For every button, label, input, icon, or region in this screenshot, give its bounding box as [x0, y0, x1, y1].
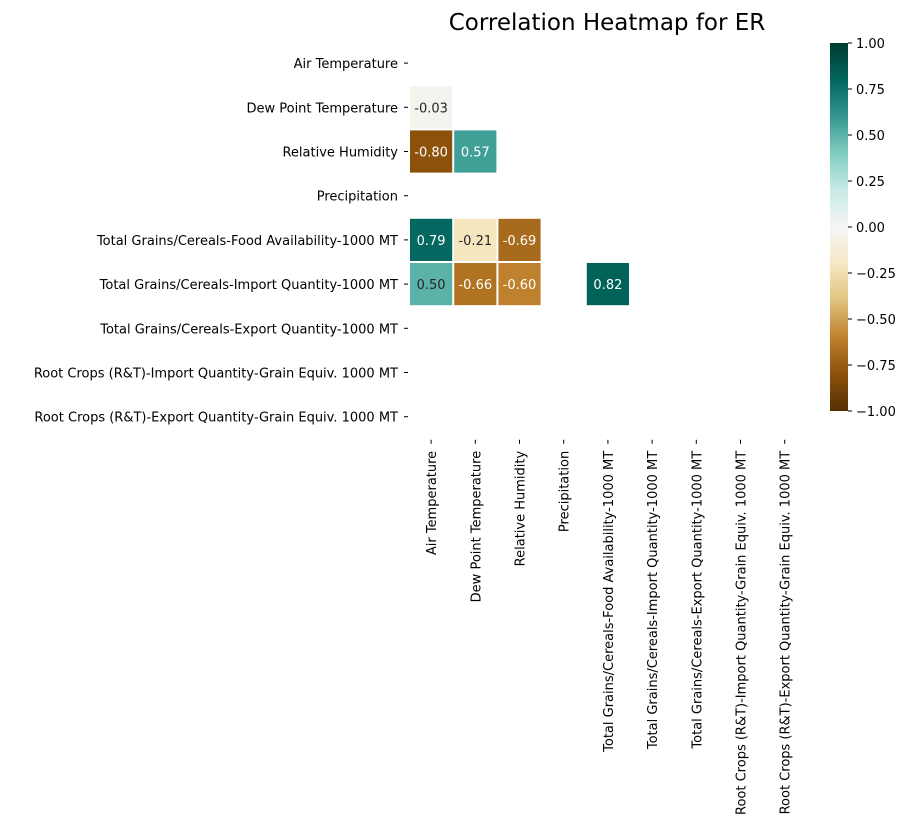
heatmap-cell [454, 263, 497, 306]
x-tick-label: Total Grains/Cereals-Import Quantity-100… [646, 451, 661, 750]
heatmap-cell [586, 263, 629, 306]
x-tick-label: Dew Point Temperature [469, 451, 484, 603]
x-tick-label: Relative Humidity [514, 451, 529, 567]
heatmap-cell [454, 130, 497, 173]
y-axis-tick-labels: Air Temperature Dew Point Temperature Rela… [34, 57, 408, 426]
heatmap-cell [410, 86, 453, 129]
x-tick-label: Root Crops (R&T)-Import Quantity-Grain E… [735, 451, 750, 815]
colorbar-tick-label: −1.00 [856, 405, 896, 420]
y-tick-label: Relative Humidity [282, 146, 398, 161]
heatmap-cell-label: -0.69 [503, 234, 537, 249]
y-tick-label: Dew Point Temperature [246, 101, 398, 116]
x-tick-label: Root Crops (R&T)-Export Quantity-Grain E… [779, 451, 794, 815]
heatmap-cell-label: -0.66 [458, 278, 492, 293]
y-tick-label: Total Grains/Cereals-Food Availability-1… [96, 234, 398, 249]
y-tick-label: Air Temperature [294, 57, 398, 72]
x-axis-tick-labels: Air Temperature Dew Point Temperature Rela… [425, 439, 794, 815]
y-tick-label: Root Crops (R&T)-Export Quantity-Grain E… [34, 411, 398, 426]
heatmap-cell [410, 218, 453, 261]
x-tick-label: Precipitation [558, 451, 573, 532]
colorbar-tick-label: 0.00 [856, 221, 885, 236]
chart-title: Correlation Heatmap for ER [449, 10, 766, 36]
heatmap-cell-label: 0.82 [593, 278, 622, 293]
heatmap-cell-label: -0.80 [414, 146, 448, 161]
heatmap-cell-label: -0.60 [503, 278, 537, 293]
y-tick-label: Total Grains/Cereals-Import Quantity-100… [99, 278, 398, 293]
colorbar-gradient [830, 43, 848, 411]
heatmap-cell-label: -0.03 [414, 101, 448, 116]
x-tick-label: Air Temperature [425, 451, 440, 555]
colorbar-tick-label: 1.00 [856, 37, 885, 52]
colorbar: 1.00 0.75 0.50 0.25 0.00 −0.25 −0.50 −0.75 −1.00 [830, 37, 896, 420]
heatmap-cell-label: -0.21 [458, 234, 492, 249]
y-tick-label: Precipitation [317, 190, 398, 205]
colorbar-tick-label: 0.50 [856, 129, 885, 144]
heatmap-cell [410, 130, 453, 173]
colorbar-tick-label: 0.25 [856, 175, 885, 190]
heatmap-cell-label: 0.50 [417, 278, 446, 293]
x-tick-label: Total Grains/Cereals-Export Quantity-100… [690, 451, 705, 750]
heatmap-cell [454, 218, 497, 261]
heatmap-cell-label: 0.57 [461, 146, 490, 161]
colorbar-tick-label: −0.50 [856, 313, 896, 328]
y-tick-label: Total Grains/Cereals-Export Quantity-100… [99, 322, 398, 337]
colorbar-tick-label: −0.25 [856, 267, 896, 282]
y-tick-label: Root Crops (R&T)-Import Quantity-Grain E… [34, 367, 398, 382]
colorbar-tick-label: −0.75 [856, 359, 896, 374]
x-tick-label: Total Grains/Cereals-Food Availability-1… [602, 451, 617, 753]
heatmap-cell [498, 218, 541, 261]
heatmap-cell-label: 0.79 [417, 234, 446, 249]
colorbar-tick-label: 0.75 [856, 83, 885, 98]
heatmap-cell [498, 263, 541, 306]
heatmap-cells: -0.03 -0.80 0.57 0.79 -0.21 -0.69 0.50 -0.66 -0.… [410, 86, 629, 306]
heatmap-cell [410, 263, 453, 306]
